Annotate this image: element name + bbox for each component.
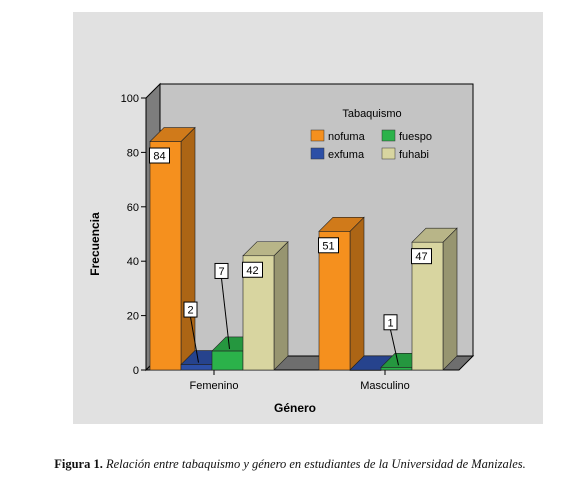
y-tick-label: 0 — [133, 365, 139, 377]
legend-swatch-exfuma — [310, 147, 325, 160]
legend-swatch-fuespo — [381, 129, 396, 142]
bar-exfuma-femenino — [180, 364, 213, 371]
data-label-box — [411, 248, 432, 265]
data-label: 7 — [218, 266, 224, 278]
bar-top-fuhabi-femenino — [242, 241, 289, 257]
bar-side-nofuma-femenino — [180, 126, 196, 371]
bar-side-fuhabi-femenino — [273, 241, 289, 371]
data-labels-layer: 84 2 7 42 51 1 47 — [149, 147, 432, 366]
bar-top-nofuma-femenino — [149, 127, 196, 142]
x-axis-label: Género — [274, 401, 316, 415]
legend-label-fuhabi: fuhabi — [399, 149, 429, 161]
legend-label-nofuma: nofuma — [328, 131, 366, 143]
legend: Tabaquismo nofuma exfuma fuespo fuhabi — [310, 108, 432, 161]
y-tick-label: 80 — [127, 147, 139, 159]
legend-swatch-fuhabi — [381, 147, 396, 160]
bar-fuespo-femenino — [211, 350, 244, 371]
bar-side-fuhabi-masculino — [442, 227, 458, 371]
legend-label-exfuma: exfuma — [328, 149, 365, 161]
label-leader — [390, 329, 399, 366]
x-tick-label: Masculino — [360, 380, 410, 392]
legend-swatch-nofuma — [310, 129, 325, 142]
y-tick-label: 40 — [127, 256, 139, 268]
data-label: 42 — [246, 265, 258, 277]
chart-frame: 0 20 40 60 80 100 Femenino Masculino 84 2 7 42 51 1 4… — [73, 12, 543, 424]
data-label: 2 — [187, 305, 193, 317]
caption-text: Relación entre tabaquismo y género en es… — [105, 457, 526, 471]
data-label: 84 — [153, 151, 165, 163]
bar-nofuma-femenino — [149, 141, 182, 371]
legend-title: Tabaquismo — [342, 108, 401, 120]
data-label-box — [183, 301, 198, 318]
bar-fuespo-masculino — [380, 366, 413, 371]
y-axis-label: Frecuencia — [88, 212, 102, 276]
data-label: 1 — [387, 317, 393, 329]
label-leader — [190, 316, 199, 363]
data-label-box — [383, 314, 398, 331]
data-label-box — [149, 147, 170, 164]
bar-top-nofuma-masculino — [318, 216, 365, 232]
legend-label-fuespo: fuespo — [399, 131, 432, 143]
data-label: 47 — [415, 251, 427, 263]
data-label-box — [318, 237, 339, 254]
bar-chart: 0 20 40 60 80 100 Femenino Masculino 84 2 7 42 51 1 4… — [88, 82, 475, 415]
y-tick-label: 100 — [121, 93, 139, 105]
y-tick-label: 60 — [127, 202, 139, 214]
label-leader — [221, 278, 230, 350]
caption-label: Figura 1. — [54, 457, 103, 471]
data-label-box — [242, 261, 263, 278]
bar-top-fuhabi-masculino — [411, 227, 458, 243]
bar-nofuma-masculino — [318, 230, 351, 371]
data-label-box — [214, 262, 229, 279]
data-label: 51 — [322, 240, 334, 252]
y-tick-label: 20 — [127, 311, 139, 323]
figure-caption: Figura 1. Relación entre tabaquismo y gé… — [0, 457, 580, 472]
x-tick-label: Femenino — [190, 380, 239, 392]
bar-side-nofuma-masculino — [349, 216, 365, 371]
